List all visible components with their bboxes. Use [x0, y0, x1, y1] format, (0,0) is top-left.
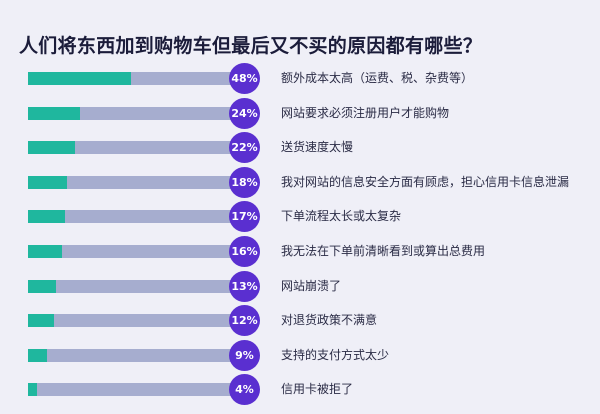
- value-badge: 13%: [229, 271, 260, 302]
- value-badge: 9%: [229, 340, 260, 371]
- category-label: 下单流程太长或太复杂: [281, 209, 402, 223]
- category-label: 我无法在下单前清晰看到或算出总费用: [281, 244, 486, 258]
- bar-row: 24% 网站要求必须注册用户才能购物: [0, 98, 600, 129]
- value-badge: 48%: [229, 63, 260, 94]
- bar: [28, 141, 76, 154]
- bar-row: 13% 网站崩溃了: [0, 271, 600, 302]
- bar-row: 16% 我无法在下单前清晰看到或算出总费用: [0, 236, 600, 267]
- category-label: 支持的支付方式太少: [281, 348, 390, 362]
- bar: [28, 107, 80, 120]
- bar-row: 17% 下单流程太长或太复杂: [0, 201, 600, 232]
- bar-track: [28, 383, 243, 396]
- bar-track: [28, 210, 243, 223]
- bar-track: [28, 107, 243, 120]
- bar-track: [28, 141, 243, 154]
- chart-title: 人们将东西加到购物车但最后又不买的原因都有哪些？: [19, 35, 483, 57]
- bar: [28, 349, 48, 362]
- bar-row: 12% 对退货政策不满意: [0, 305, 600, 336]
- category-label: 送货速度太慢: [281, 140, 354, 154]
- bar-row: 18% 我对网站的信息安全方面有顾虑，担心信用卡信息泄漏: [0, 167, 600, 198]
- bar-row: 9% 支持的支付方式太少: [0, 340, 600, 371]
- value-badge: 16%: [229, 236, 260, 267]
- bar-row: 22% 送货速度太慢: [0, 132, 600, 163]
- category-label: 网站崩溃了: [281, 279, 342, 293]
- category-label: 我对网站的信息安全方面有顾虑，担心信用卡信息泄漏: [281, 175, 570, 189]
- bar-row: 48% 额外成本太高（运费、税、杂费等）: [0, 63, 600, 94]
- value-badge: 22%: [229, 132, 260, 163]
- bar-track: [28, 314, 243, 327]
- bar: [28, 72, 132, 85]
- value-badge: 24%: [229, 98, 260, 129]
- value-badge: 17%: [229, 201, 260, 232]
- bar-track: [28, 176, 243, 189]
- bar-track: [28, 72, 243, 85]
- value-badge: 4%: [229, 374, 260, 405]
- bar: [28, 314, 54, 327]
- bar-track: [28, 245, 243, 258]
- bar-row: 4% 信用卡被拒了: [0, 374, 600, 405]
- bar-track: [28, 349, 243, 362]
- bar: [28, 383, 37, 396]
- bar: [28, 176, 67, 189]
- bar-track: [28, 280, 243, 293]
- bar: [28, 280, 56, 293]
- category-label: 网站要求必须注册用户才能购物: [281, 106, 450, 120]
- category-label: 对退货政策不满意: [281, 313, 378, 327]
- value-badge: 12%: [229, 305, 260, 336]
- value-badge: 18%: [229, 167, 260, 198]
- category-label: 信用卡被拒了: [281, 382, 354, 396]
- category-label: 额外成本太高（运费、税、杂费等）: [281, 71, 474, 85]
- bar: [28, 245, 63, 258]
- bar: [28, 210, 65, 223]
